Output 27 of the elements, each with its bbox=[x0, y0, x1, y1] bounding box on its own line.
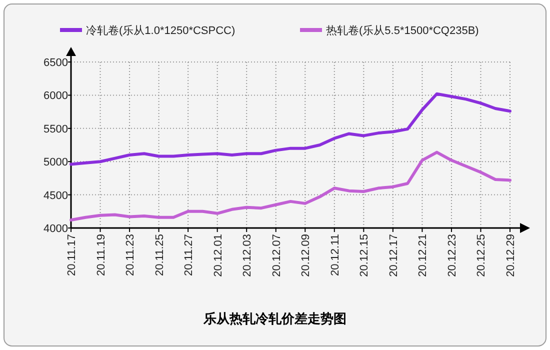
x-tick-label: 20.12.11 bbox=[329, 234, 342, 276]
y-tick-label: 6500 bbox=[44, 57, 68, 69]
x-tick-label: 20.12.03 bbox=[242, 234, 254, 277]
x-tick-label: 20.12.17 bbox=[388, 234, 400, 277]
x-tick-label: 20.11.25 bbox=[154, 234, 166, 276]
x-tick-label: 20.12.07 bbox=[270, 234, 283, 277]
y-tick-label: 4000 bbox=[44, 223, 68, 235]
y-tick-label: 4500 bbox=[44, 190, 68, 202]
x-tick-label: 20.12.21 bbox=[417, 234, 430, 277]
legend-label: 冷轧卷(乐从1.0*1250*CSPCC) bbox=[86, 24, 236, 37]
x-tick-label: 20.11.27 bbox=[183, 234, 196, 276]
legend-label: 热轧卷(乐从5.5*1500*CQ235B) bbox=[326, 24, 479, 37]
x-tick-label: 20.12.09 bbox=[300, 234, 312, 277]
text: 乐从热轧冷轧价差走势图 bbox=[202, 311, 346, 326]
line-series bbox=[70, 92, 512, 166]
y-tick-label: 5000 bbox=[44, 156, 68, 169]
line-series bbox=[70, 150, 512, 222]
y-tick-label: 5500 bbox=[44, 123, 68, 136]
x-tick-label: 20.12.25 bbox=[476, 234, 488, 277]
x-tick-label: 20.11.17 bbox=[66, 234, 78, 276]
x-tick-label: 20.11.19 bbox=[95, 234, 108, 276]
x-tick-label: 20.12.15 bbox=[358, 234, 371, 277]
x-tick-label: 20.12.29 bbox=[505, 234, 517, 277]
x-tick-label: 20.12.01 bbox=[212, 234, 224, 277]
y-tick-label: 6000 bbox=[44, 90, 68, 102]
x-tick-label: 20.12.23 bbox=[446, 234, 458, 277]
x-tick-label: 20.11.23 bbox=[124, 234, 137, 276]
